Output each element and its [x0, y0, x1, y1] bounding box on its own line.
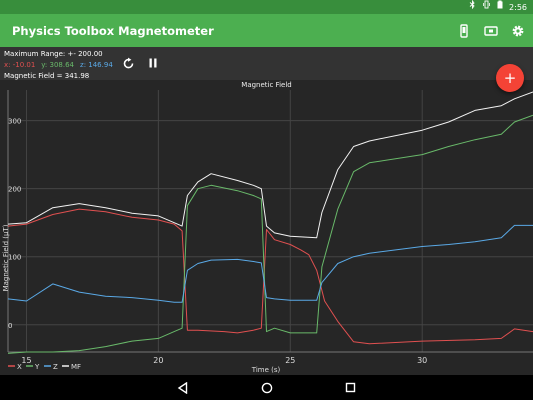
magnetic-field-reading: Magnetic Field = 341.98	[4, 72, 90, 80]
fab-plus-label: +	[503, 69, 517, 87]
status-bar: 2:56	[0, 0, 533, 14]
y-tick-label: 0	[8, 322, 12, 330]
y-tick-label: 200	[8, 186, 21, 194]
app-bar: Physics Toolbox Magnetometer	[0, 14, 533, 47]
x-tick-label: 25	[285, 356, 295, 365]
add-fab-button[interactable]: +	[496, 64, 524, 92]
xyz-readings: x: -10.01 y: 308.64 z: 146.94	[4, 61, 113, 69]
bluetooth-icon	[469, 0, 476, 14]
z-reading: z: 146.94	[80, 61, 113, 69]
vibrate-icon	[482, 0, 491, 14]
navigation-bar	[0, 375, 533, 400]
legend-label-x: X	[17, 363, 22, 371]
y-axis-label: Magnetic Field (µT)	[2, 224, 10, 291]
chart-title: Magnetic Field	[241, 81, 292, 89]
back-icon[interactable]	[176, 381, 190, 395]
battery-icon	[497, 0, 503, 14]
settings-gear-icon[interactable]	[506, 19, 530, 43]
phone-icon[interactable]	[452, 19, 476, 43]
pause-icon[interactable]	[145, 55, 161, 71]
reset-icon[interactable]	[120, 55, 136, 71]
legend-label-y: Y	[34, 363, 40, 371]
max-range-label: Maximum Range: +- 200.00	[4, 50, 103, 58]
x-axis-label: Time (s)	[251, 366, 281, 374]
legend-label-z: Z	[53, 363, 58, 371]
x-tick-label: 20	[153, 356, 163, 365]
recents-icon[interactable]	[344, 381, 358, 395]
app-title: Physics Toolbox Magnetometer	[12, 23, 214, 38]
y-tick-label: 100	[8, 254, 21, 262]
clock: 2:56	[509, 2, 527, 12]
series-line-z	[7, 224, 533, 303]
y-reading: y: 308.64	[41, 61, 75, 69]
x-tick-label: 15	[21, 356, 31, 365]
camera-icon[interactable]	[479, 19, 503, 43]
legend-label-mf: MF	[71, 363, 81, 371]
magnetic-field-chart: 15 20 25 30 0 100 200 300 Time (s) Magnetic Field…	[0, 80, 533, 375]
y-tick-label: 300	[8, 118, 21, 126]
home-icon[interactable]	[260, 381, 274, 395]
x-reading: x: -10.01	[4, 61, 36, 69]
series-line-y	[7, 114, 533, 354]
x-tick-label: 30	[417, 356, 427, 365]
series-line-mf	[7, 91, 533, 239]
reading-panel: Maximum Range: +- 200.00 x: -10.01 y: 30…	[0, 47, 533, 80]
